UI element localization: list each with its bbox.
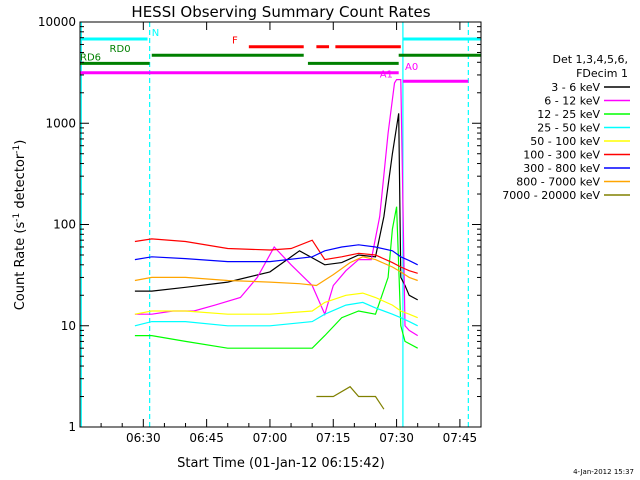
y-tick-label-0: 1 bbox=[68, 420, 76, 434]
y-axis: 1 10 100 1000 10000 bbox=[38, 15, 481, 434]
x-tick-label-5: 07:45 bbox=[443, 431, 478, 445]
legend-entry-label-7: 800 - 7000 keV bbox=[516, 176, 600, 189]
legend-entry-label-5: 100 - 300 keV bbox=[523, 149, 600, 162]
series-line-1 bbox=[134, 79, 419, 337]
x-axis-label: Start Time (01-Jan-12 06:15:42) bbox=[177, 456, 385, 471]
x-tick-label-2: 07:00 bbox=[253, 431, 288, 445]
mode-bar-label-3: F bbox=[232, 36, 238, 47]
y-axis-label-sup1: -1 bbox=[12, 213, 22, 222]
legend-header-line2: FDecim 1 bbox=[576, 67, 628, 80]
legend-entry-label-0: 3 - 6 keV bbox=[551, 81, 600, 94]
x-axis: 06:30 06:45 07:00 07:15 07:30 07:45 bbox=[100, 22, 478, 445]
legend-entry-label-6: 300 - 800 keV bbox=[523, 162, 600, 175]
series-line-5 bbox=[134, 238, 418, 274]
y-tick-label-1: 10 bbox=[61, 319, 76, 333]
legend-entry-label-4: 50 - 100 keV bbox=[530, 135, 600, 148]
mode-bar-label-1: RD0 bbox=[110, 44, 131, 55]
legend-entry-label-1: 6 - 12 keV bbox=[544, 95, 600, 108]
series-line-8 bbox=[316, 385, 385, 410]
y-axis-label-sup2: -1 bbox=[12, 145, 22, 154]
legend-header-line1: Det 1,3,4,5,6, bbox=[552, 53, 628, 66]
footer-date: 4-Jan-2012 15:37 bbox=[573, 468, 634, 476]
mode-bar-label-0: N bbox=[152, 28, 159, 39]
y-tick-label-3: 1000 bbox=[45, 116, 76, 130]
x-tick-label-4: 07:30 bbox=[379, 431, 414, 445]
y-tick-label-4: 10000 bbox=[38, 15, 76, 29]
annotation-0: A1 bbox=[380, 70, 393, 81]
y-axis-label-part2: detector bbox=[13, 153, 28, 213]
x-tick-label-3: 07:15 bbox=[316, 431, 351, 445]
plot-area: N RD0 RD6 F A1 A0 bbox=[80, 22, 481, 427]
y-tick-label-2: 100 bbox=[53, 218, 76, 232]
y-axis-label: Count Rate (s-1 detector-1) bbox=[12, 140, 28, 311]
y-axis-label-part1: Count Rate (s bbox=[13, 222, 28, 311]
series-line-7 bbox=[134, 256, 418, 287]
legend-entry-label-8: 7000 - 20000 keV bbox=[502, 189, 600, 202]
y-axis-label-part3: ) bbox=[13, 140, 28, 145]
series-line-4 bbox=[134, 292, 418, 319]
chart-title: HESSI Observing Summary Count Rates bbox=[131, 3, 430, 21]
x-tick-label-0: 06:30 bbox=[126, 431, 161, 445]
legend-entry-label-2: 12 - 25 keV bbox=[537, 108, 600, 121]
series-line-3 bbox=[134, 301, 418, 327]
series-line-0 bbox=[134, 113, 418, 301]
annotation-1: A0 bbox=[405, 62, 418, 73]
x-tick-label-1: 06:45 bbox=[189, 431, 224, 445]
legend-entry-label-3: 25 - 50 keV bbox=[537, 122, 600, 135]
mode-bar-label-2: RD6 bbox=[80, 52, 101, 63]
series-line-6 bbox=[134, 244, 418, 266]
